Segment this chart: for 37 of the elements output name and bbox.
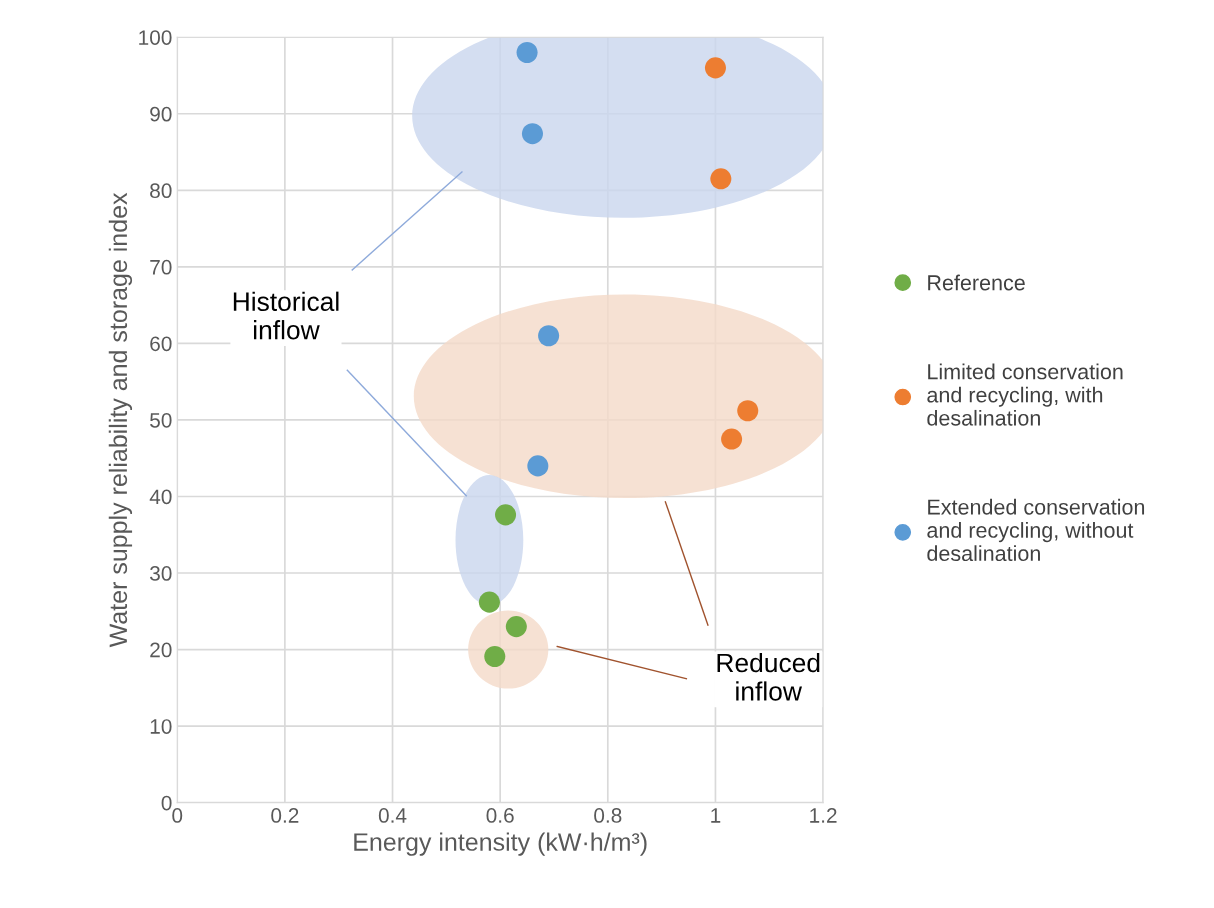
annotation: Historical inflow — [233, 291, 339, 340]
point — [478, 591, 500, 613]
y-tick-label: 40 — [149, 489, 172, 505]
y-tick-label: 50 — [150, 412, 172, 428]
x-axis-title: Energy intensity (kW·h/m³) — [354, 832, 647, 856]
point — [521, 123, 543, 145]
legend-label: Limited conservation and recycling, with desalination — [927, 363, 1123, 426]
x-tick-label: 1 — [711, 808, 721, 823]
y-tick-label: 90 — [150, 106, 172, 122]
x-tick-label: 0 — [172, 808, 183, 823]
y-tick-label: 100 — [139, 30, 172, 45]
point — [704, 57, 726, 79]
y-tick-label: 0 — [161, 795, 172, 811]
y-tick-label: 10 — [150, 719, 172, 734]
x-tick-label: 0.6 — [486, 808, 514, 823]
x-tick-label: 0.8 — [594, 808, 622, 823]
legend-label: Reference — [928, 274, 1025, 291]
y-tick-label: 70 — [150, 259, 172, 275]
x-tick-label: 0.2 — [271, 808, 299, 823]
point — [721, 428, 743, 450]
y-tick-label: 20 — [150, 642, 172, 658]
y-tick-label: 80 — [150, 183, 172, 199]
point — [538, 325, 560, 347]
point — [516, 42, 538, 64]
y-tick-label: 30 — [150, 566, 172, 581]
point — [710, 168, 732, 190]
legend-label: Extended conservation and recycling, without desalination — [927, 498, 1145, 562]
point — [495, 504, 517, 526]
point — [484, 645, 506, 667]
y-axis-title: Water supply reliability and storage index — [108, 192, 133, 648]
x-tick-label: 1.2 — [810, 808, 837, 823]
y-tick-label: 60 — [150, 336, 172, 352]
point — [527, 455, 549, 477]
x-tick-label: 0.4 — [378, 808, 407, 823]
point — [505, 616, 527, 638]
annotation: Reduced inflow — [717, 652, 820, 701]
point — [737, 400, 759, 422]
